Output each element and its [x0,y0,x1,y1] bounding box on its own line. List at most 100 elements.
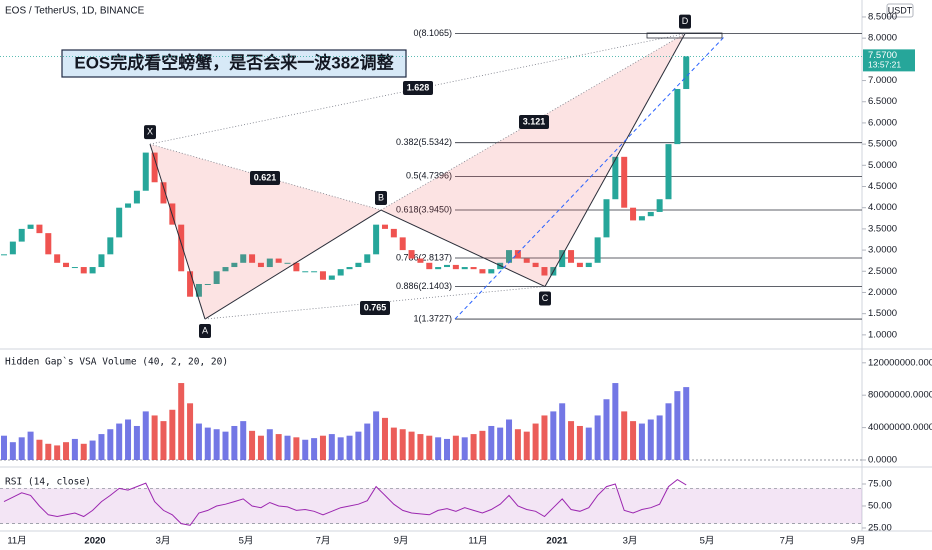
x-tick-label: 11月 [7,536,26,547]
currency-label: USDT [888,5,913,15]
volume-bar [18,437,25,460]
candle [417,258,424,263]
pattern-point [539,291,551,306]
candle [390,228,397,238]
volume-bar [514,429,521,460]
volume-bar [497,427,504,460]
candle [54,254,61,263]
candle [603,199,610,238]
y-tick-label: 8.0000 [868,33,897,44]
volume-bar [293,437,300,460]
volume-bar [408,431,415,460]
candle [302,271,309,273]
volume-bar [603,399,610,460]
volume-bar [479,430,486,460]
volume-bar [151,415,158,460]
volume-bar [621,411,628,460]
pattern-point-label: B [378,192,384,202]
candle [36,224,43,234]
y-tick-label: 40000000.0000 [868,422,932,433]
volume-bar [311,438,318,460]
candle [195,283,202,297]
candle [160,182,167,204]
candle [257,262,264,268]
candle [63,262,70,268]
volume-bar [612,383,619,460]
candle [240,254,247,263]
volume-bar [142,411,149,460]
candle [612,156,619,200]
volume-bar [399,429,406,460]
volume-bar [426,435,433,460]
volume-bar [576,425,583,460]
volume-bar [107,429,114,460]
volume-bar [302,439,309,460]
volume-bar [550,411,557,460]
volume-bar [160,421,167,460]
candle [568,250,575,263]
fib-label: 0.382(5.5342) [396,137,452,147]
candle [187,271,194,297]
fib-label: 0(8.1065) [413,28,452,38]
x-tick-label: 5月 [239,536,254,547]
volume-bar [1,435,7,460]
candle [204,283,211,285]
volume-bar [355,431,362,460]
candle [470,267,477,270]
pattern-point-label: D [682,16,689,26]
pattern-leg [204,209,382,320]
candle [9,241,16,255]
volume-bar [63,442,70,460]
candle [319,271,326,280]
x-tick-label: 5月 [700,536,715,547]
volume-bar [337,437,344,460]
volume-bar [470,434,477,460]
volume-bar [683,387,690,460]
volume-bar [54,445,61,460]
y-tick-label: 1.0000 [868,329,897,340]
volume-bar [249,430,256,460]
y-tick-label: 2.5000 [868,266,897,277]
fib-label: 0.618(3.9450) [396,204,452,214]
volume-bar [222,431,229,460]
volume-bar [346,435,353,460]
rsi-line [3,478,687,526]
candle [142,152,149,191]
pattern-fill [150,144,381,320]
x-tick-label: 9月 [394,536,409,547]
last-price-label: 7.5700 [868,50,897,61]
pattern-leg [149,143,206,320]
candle [541,267,548,276]
x-tick-label: 3月 [156,536,171,547]
volume-bar [656,415,663,460]
volume-bar [213,429,220,460]
candle [435,267,442,270]
candle [222,267,229,272]
pattern-point [199,324,211,339]
x-tick-label: 2021 [546,536,568,547]
volume-bar [364,423,371,460]
pane-title: RSI (14, close) [5,477,91,488]
volume-bar [373,411,380,460]
y-tick-label: 3.0000 [868,245,897,256]
x-tick-label: 9月 [851,536,866,547]
volume-bar [585,427,592,460]
candle [532,262,539,268]
volume-bar [133,425,140,460]
fib-label: 0.5(4.7396) [406,171,452,181]
volume-bar [80,443,87,460]
ratio-label: 0.765 [364,302,387,312]
candle [665,144,672,200]
pattern-point [679,14,691,29]
volume-bar [452,435,459,460]
volume-bar [506,419,513,460]
candle [293,262,300,272]
currency-badge[interactable] [886,3,914,18]
annotation-text: EOS完成看空螃蟹，是否会来一波382调整 [74,52,393,72]
y-tick-label: 7.0000 [868,75,897,86]
candle [488,269,495,274]
y-tick-label: 5.5000 [868,139,897,150]
pattern-fill [381,33,685,287]
ratio-label: 1.628 [407,82,430,92]
volume-bar [36,439,43,460]
